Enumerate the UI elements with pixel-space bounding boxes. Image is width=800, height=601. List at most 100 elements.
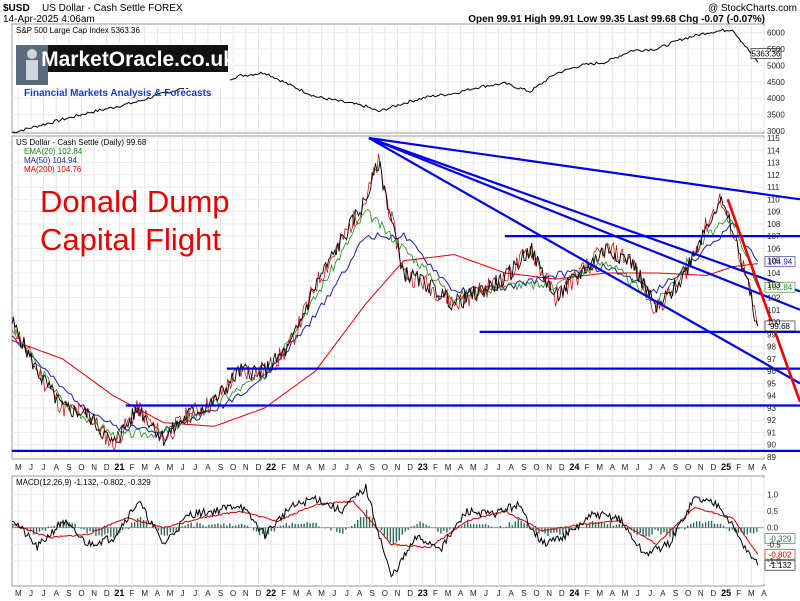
- macd-histogram-bar: [669, 527, 671, 537]
- x-tick-label: A: [357, 463, 363, 472]
- macd-histogram-bar: [693, 522, 695, 528]
- macd-histogram-bar: [50, 526, 53, 528]
- macd-histogram-bar: [318, 526, 320, 528]
- date-label: 14-Apr-2025 4:06am: [3, 14, 95, 25]
- macd-histogram-bar: [508, 522, 511, 528]
- macd-histogram-bar: [472, 523, 475, 528]
- macd-histogram-bar: [368, 516, 371, 528]
- x-tick-label-bottom: J: [332, 589, 336, 598]
- macd-histogram-bar: [14, 526, 17, 528]
- y-tick-label: 94: [767, 392, 776, 401]
- x-tick-label-bottom: S: [218, 589, 223, 598]
- ma200-legend: MA(200) 104.76: [24, 165, 82, 174]
- macd-histogram-bar: [107, 527, 109, 534]
- logo-text: MarketOracle.co.uk: [41, 48, 235, 71]
- macd-histogram-bar: [288, 525, 290, 528]
- macd-histogram-bar: [395, 527, 398, 543]
- macd-histogram-bar: [383, 527, 386, 536]
- x-tick-label: D: [256, 463, 262, 472]
- macd-histogram-bar: [523, 523, 525, 528]
- macd-histogram-bar: [255, 527, 258, 532]
- macd-histogram-bar: [172, 527, 174, 533]
- y-tick-label: 111: [767, 183, 780, 192]
- x-tick-label: S: [66, 463, 71, 472]
- macd-histogram-bar: [636, 527, 638, 536]
- macd-histogram-bar: [380, 527, 383, 531]
- y-tick-label: 113: [767, 159, 780, 168]
- macd-histogram-bar: [83, 527, 85, 530]
- x-tick-label: N: [243, 463, 249, 472]
- x-tick-label: N: [546, 463, 552, 472]
- macd-histogram-bar: [681, 527, 683, 529]
- x-tick-label: O: [230, 463, 236, 472]
- macd-histogram-bar: [351, 526, 353, 528]
- x-tick-label-bottom: J: [181, 589, 185, 598]
- price-label-box: [764, 281, 796, 293]
- trendline: [368, 136, 800, 293]
- macd-histogram-bar: [416, 523, 418, 528]
- x-tick-label: S: [370, 463, 375, 472]
- macd-histogram-bar: [282, 525, 285, 528]
- macd-histogram-bar: [312, 522, 314, 528]
- trendline: [368, 136, 800, 311]
- y-tick-label: -0.5: [767, 540, 781, 549]
- macd-histogram-bar: [205, 526, 207, 528]
- macd-histogram-bar: [199, 523, 201, 528]
- macd-histogram-bar: [187, 523, 189, 528]
- y-tick-label: 109: [767, 208, 781, 217]
- macd-histogram-bar: [101, 527, 103, 537]
- macd-histogram-bar: [690, 523, 692, 528]
- ema20-line: [11, 209, 759, 440]
- macd-histogram-bar: [145, 520, 148, 528]
- y-tick-label: 99: [767, 330, 776, 339]
- macd-histogram-bar: [499, 525, 502, 528]
- x-tick-label-bottom: F: [281, 589, 286, 598]
- macd-histogram-bar: [654, 527, 656, 530]
- macd-histogram-bar: [565, 527, 567, 535]
- x-tick-label-bottom: M: [596, 589, 603, 598]
- x-tick-label-bottom: M: [622, 589, 629, 598]
- x-tick-label-bottom: A: [761, 589, 767, 598]
- macd-histogram-bar: [728, 527, 731, 532]
- macd-histogram-bar: [535, 527, 537, 533]
- macd-histogram-bar: [701, 523, 704, 528]
- macd-histogram-bar: [136, 518, 139, 528]
- x-tick-label-bottom: J: [42, 589, 46, 598]
- macd-histogram-bar: [208, 524, 210, 528]
- macd-histogram-bar: [389, 527, 392, 543]
- macd-histogram-bar: [698, 521, 701, 528]
- macd-histogram-bar: [184, 525, 186, 528]
- x-tick-label: 24: [569, 462, 579, 472]
- macd-value-label: -0.329: [769, 535, 792, 544]
- macd-histogram-bar: [469, 524, 472, 528]
- x-tick-label-bottom: 21: [114, 588, 124, 598]
- macd-histogram-bar: [541, 527, 543, 532]
- y-tick-label: 115: [767, 134, 780, 143]
- x-tick-label-bottom: A: [357, 589, 363, 598]
- y-tick-label: 107: [767, 232, 781, 241]
- macd-histogram-bar: [526, 523, 528, 528]
- x-tick-label-bottom: S: [673, 589, 678, 598]
- macd-histogram-bar: [449, 527, 451, 530]
- x-tick-label-bottom: N: [698, 589, 704, 598]
- x-tick-label-bottom: 22: [266, 588, 276, 598]
- brand-label: @ StockCharts.com: [708, 3, 797, 14]
- macd-histogram-bar: [487, 525, 490, 528]
- x-tick-label: 23: [418, 462, 428, 472]
- macd-histogram-bar: [211, 524, 213, 528]
- macd-histogram-bar: [455, 526, 457, 528]
- macd-histogram-bar: [490, 526, 493, 528]
- macd-histogram-bar: [684, 527, 686, 530]
- ma50-line: [11, 221, 759, 434]
- macd-histogram-bar: [556, 527, 558, 533]
- y-tick-label: 93: [767, 404, 776, 413]
- macd-histogram-bar: [713, 523, 716, 528]
- x-tick-label: M: [445, 463, 452, 472]
- x-tick-label: A: [205, 463, 211, 472]
- y-tick-label: 6000: [767, 29, 785, 38]
- spx-line: [11, 28, 759, 134]
- x-tick-label-bottom: 24: [569, 588, 579, 598]
- macd-histogram-bar: [359, 516, 362, 528]
- annotation-line2: Capital Flight: [40, 222, 221, 257]
- x-tick-label-bottom: J: [636, 589, 640, 598]
